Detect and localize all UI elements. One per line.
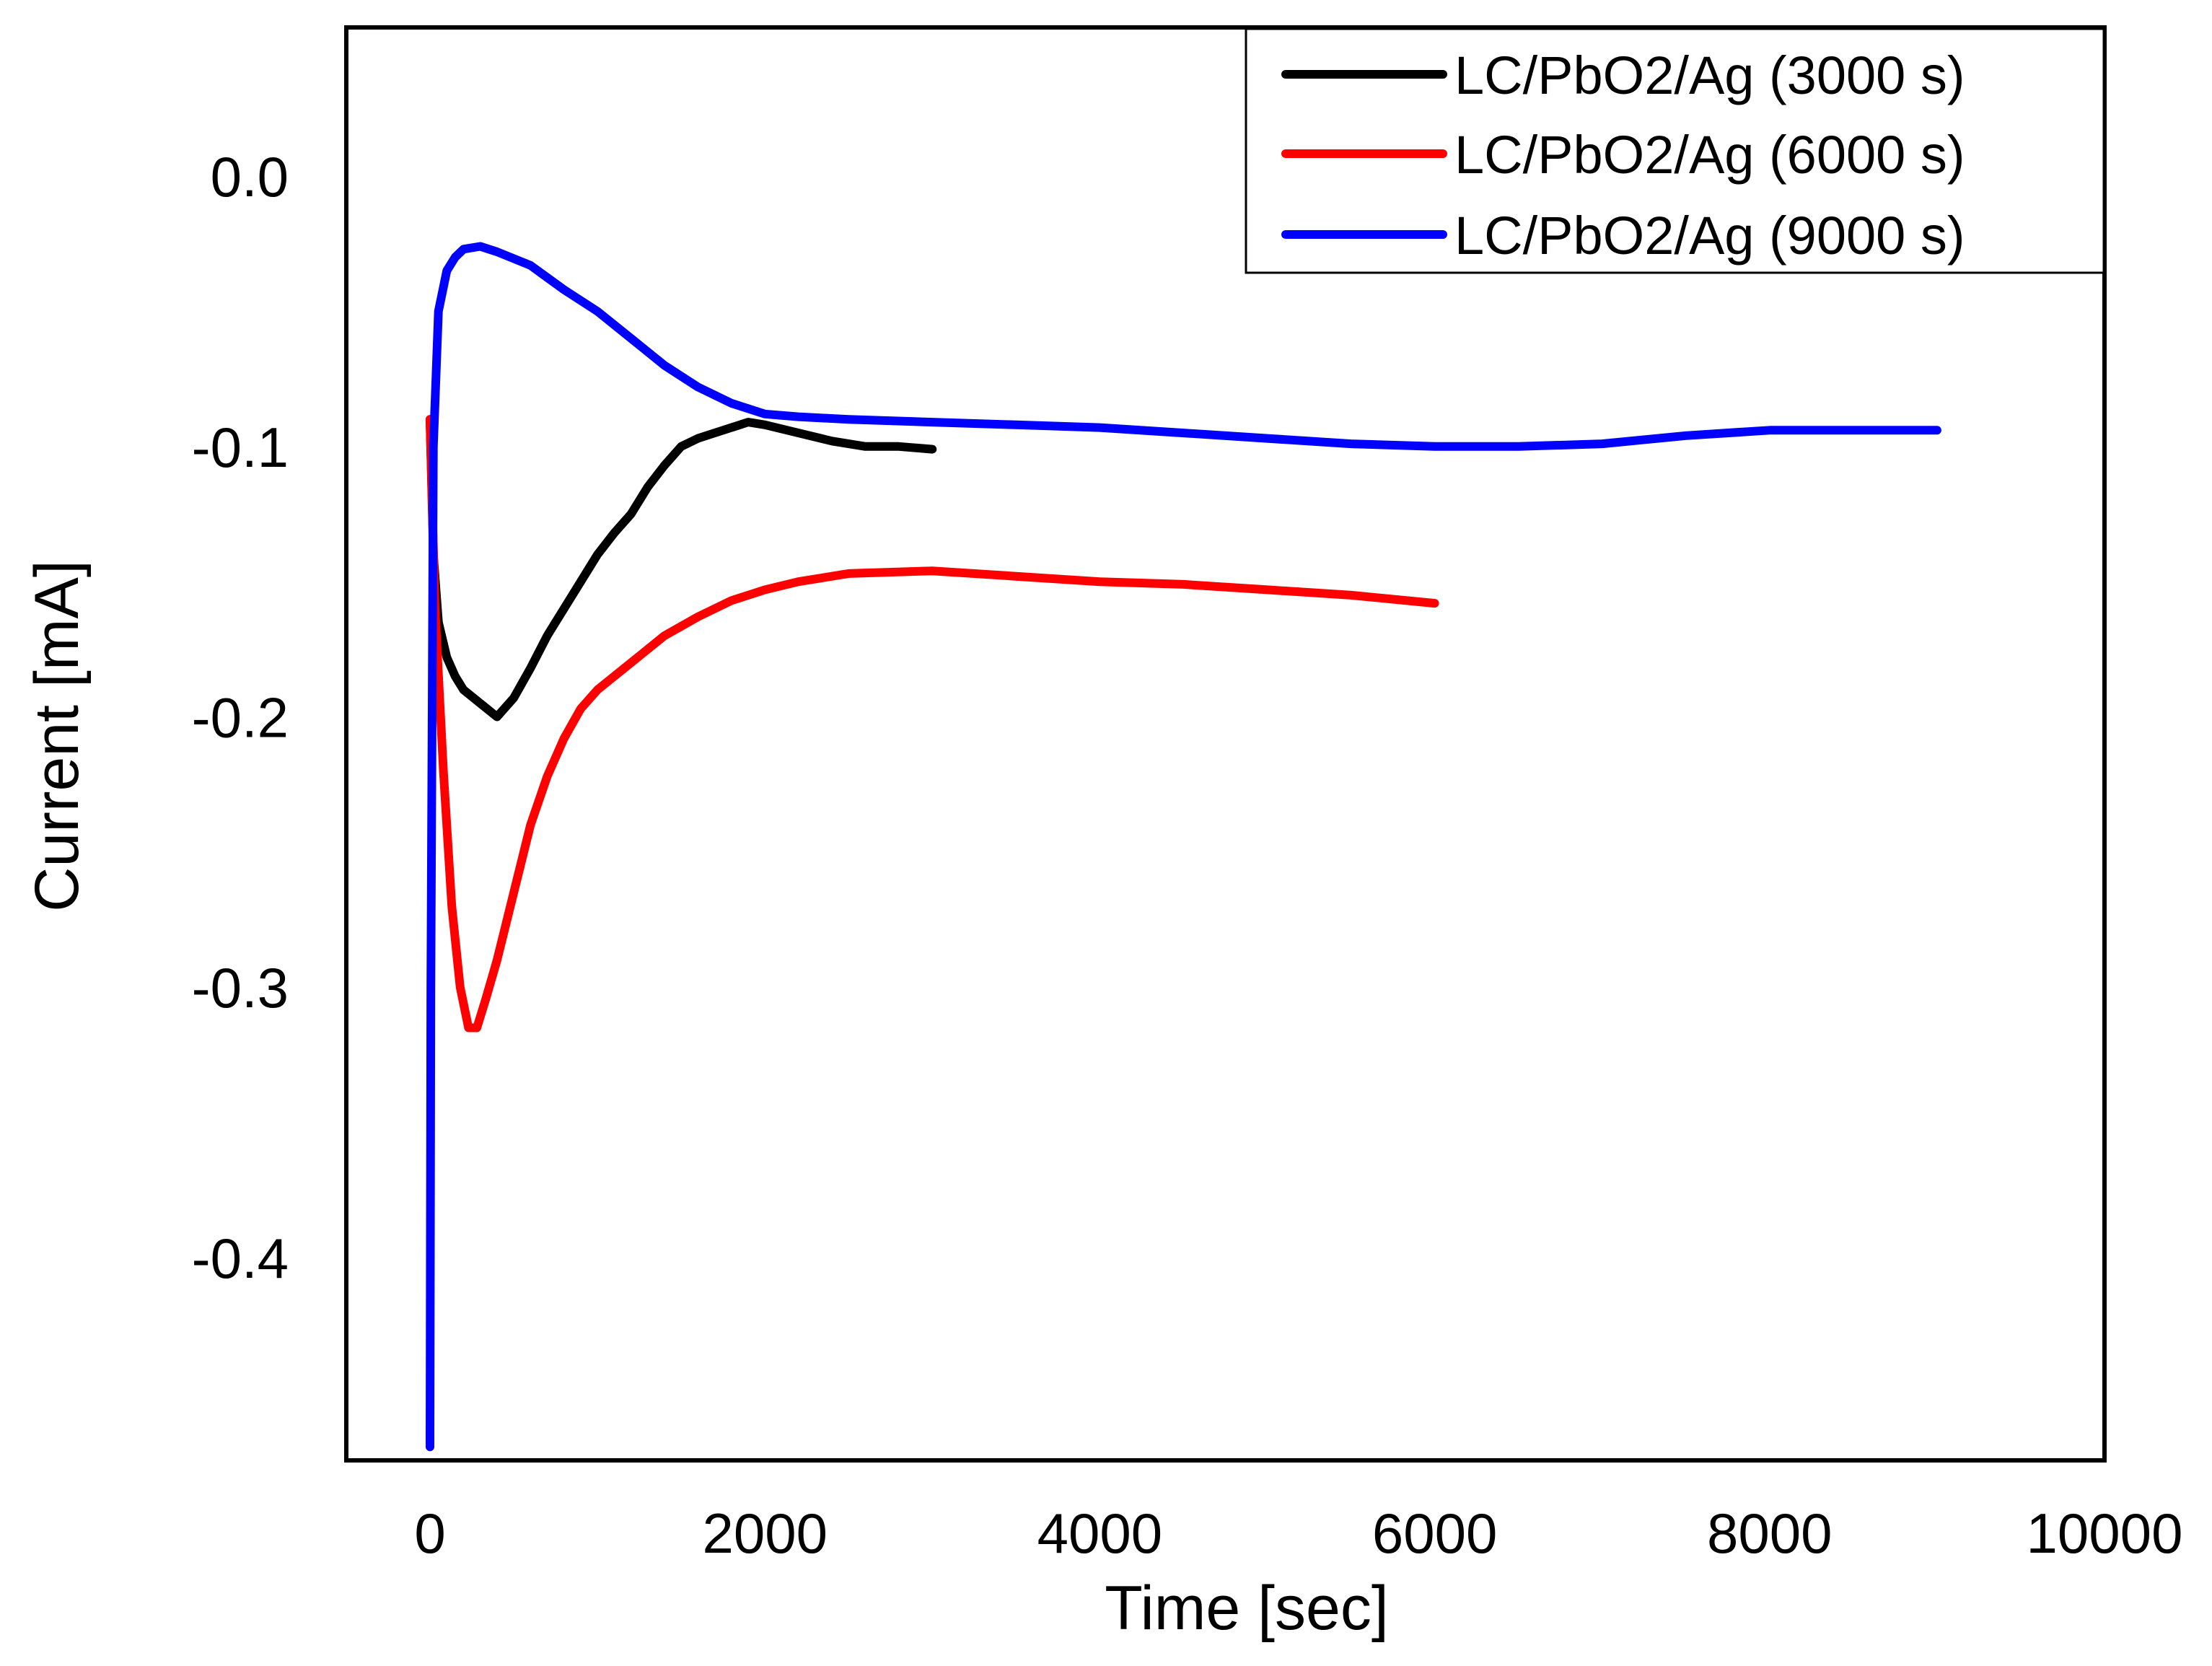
legend-label-6000s: LC/PbO2/Ag (6000 s) [1454,125,1965,185]
y-tick-label: -0.1 [192,416,289,479]
legend-label-3000s: LC/PbO2/Ag (3000 s) [1454,45,1965,105]
y-tick-label: -0.2 [192,686,289,750]
series-line-1 [426,415,937,722]
plot-area [344,25,2107,1463]
x-tick-label: 4000 [1037,1501,1163,1565]
series-line-3 [426,242,1941,1452]
x-axis-ticks: 0 2000 4000 6000 8000 10000 [414,1501,2182,1565]
y-tick-label: 0.0 [211,145,289,209]
y-tick-label: -0.4 [192,1227,289,1290]
legend: LC/PbO2/Ag (3000 s) LC/PbO2/Ag (6000 s) … [1245,27,2105,274]
x-tick-label: 6000 [1372,1501,1498,1565]
x-axis-title: Time [sec] [1105,1574,1388,1643]
x-tick-label: 2000 [702,1501,828,1565]
y-axis-title: Current [mA] [22,560,92,911]
x-tick-label: 0 [414,1501,445,1565]
x-tick-label: 8000 [1707,1501,1833,1565]
series-line-2 [426,415,1439,1033]
series-layer [426,242,1941,1452]
plot-frame [344,25,2107,1463]
x-tick-label: 10000 [2027,1501,2183,1565]
y-tick-label: -0.3 [192,956,289,1020]
legend-label-9000s: LC/PbO2/Ag (9000 s) [1454,206,1965,266]
y-axis-ticks: 0.0 -0.1 -0.2 -0.3 -0.4 [192,145,289,1290]
